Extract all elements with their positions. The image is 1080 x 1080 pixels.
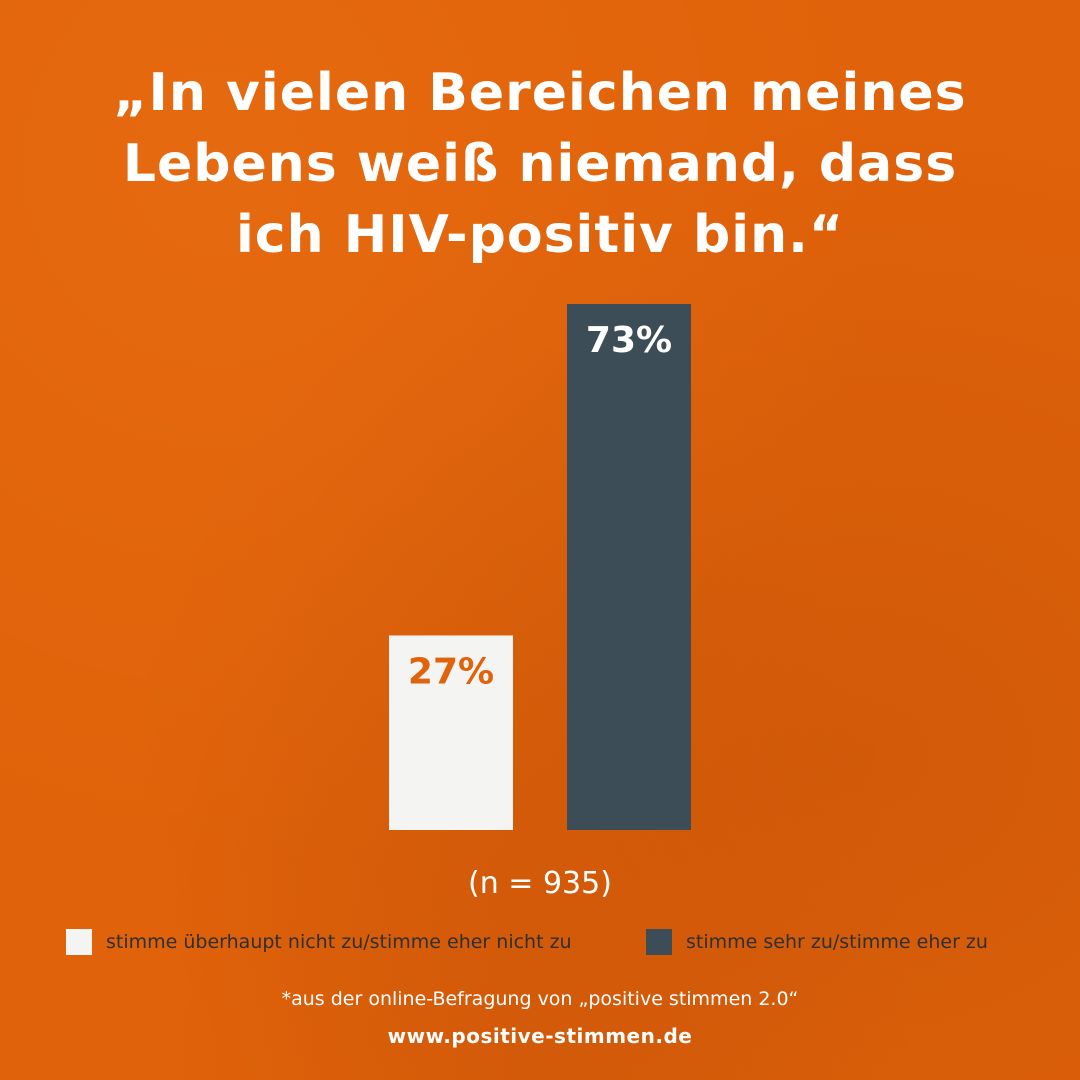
legend-item-agree: stimme sehr zu/stimme eher zu — [646, 929, 988, 955]
legend-swatch-agree — [646, 929, 672, 955]
data-label-disagree: 27% — [408, 651, 494, 692]
legend: stimme überhaupt nicht zu/stimme eher ni… — [0, 929, 1080, 959]
bar-disagree — [389, 635, 513, 830]
sample-size-label: (n = 935) — [468, 866, 612, 901]
website-url[interactable]: www.positive-stimmen.de — [387, 1024, 693, 1048]
legend-label-agree: stimme sehr zu/stimme eher zu — [686, 931, 988, 953]
legend-swatch-disagree — [66, 929, 92, 955]
data-label-agree: 73% — [586, 320, 672, 361]
legend-label-disagree: stimme überhaupt nicht zu/stimme eher ni… — [106, 931, 572, 953]
legend-item-disagree: stimme überhaupt nicht zu/stimme eher ni… — [66, 929, 572, 955]
footnote: *aus der online-Befragung von „positive … — [281, 988, 799, 1010]
bar-agree — [567, 304, 691, 830]
chart-title: „In vielen Bereichen meines Lebens weiß … — [113, 63, 967, 265]
